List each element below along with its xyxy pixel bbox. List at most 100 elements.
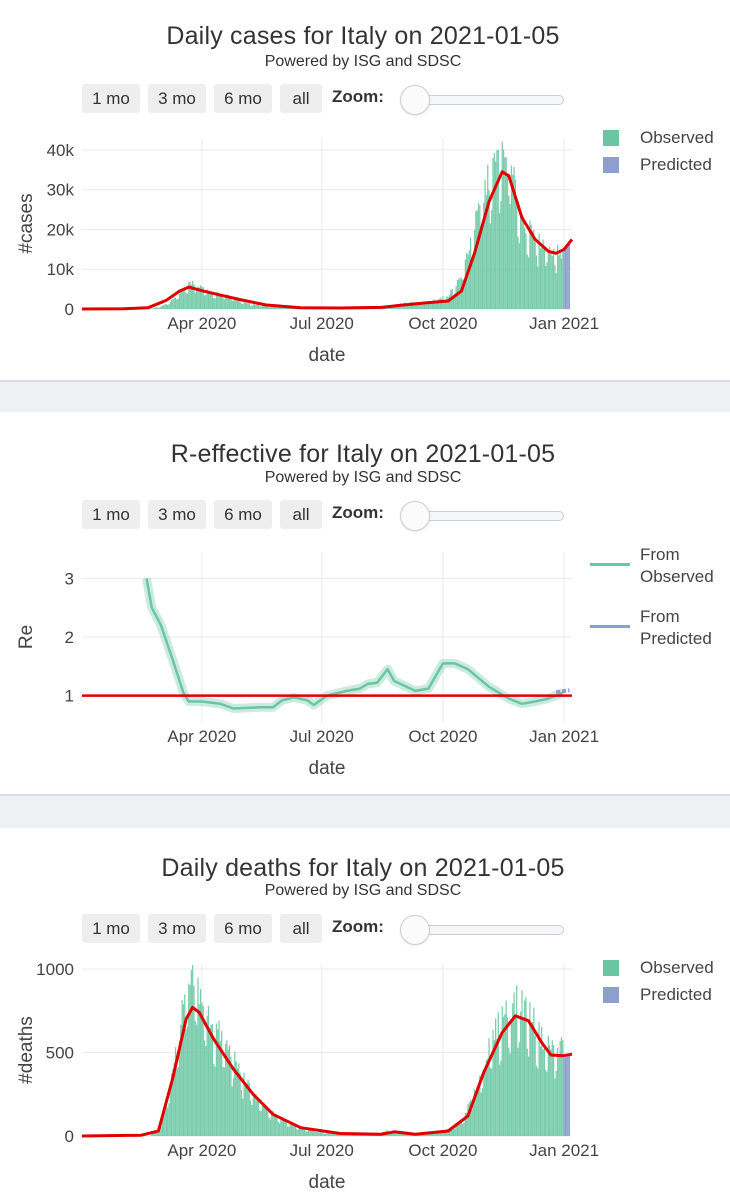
re-chart: Apr 2020 Jul 2020 Oct 2020 Jan 2021 1 2 3 date R… bbox=[16, 552, 599, 779]
observed-bar bbox=[455, 1124, 457, 1136]
observed-bar bbox=[181, 1000, 183, 1136]
observed-bar bbox=[533, 1007, 535, 1136]
observed-bar bbox=[442, 1131, 444, 1136]
cases-range-controls: 1 mo 3 mo 6 mo all Zoom: bbox=[82, 84, 582, 115]
observed-bar bbox=[562, 1040, 564, 1136]
observed-bar bbox=[550, 252, 552, 309]
observed-bar bbox=[281, 1116, 283, 1136]
observed-bar bbox=[250, 305, 252, 309]
predicted-line bbox=[555, 688, 570, 695]
observed-bar bbox=[514, 179, 517, 309]
legend-item-from-observed[interactable]: From Observed bbox=[590, 544, 725, 592]
observed-bar bbox=[209, 291, 211, 309]
observed-bar bbox=[227, 1049, 229, 1136]
zoom-slider-handle[interactable] bbox=[400, 915, 430, 945]
observed-bar bbox=[224, 294, 227, 309]
observed-bar bbox=[152, 308, 154, 309]
observed-bar bbox=[210, 1024, 212, 1136]
observed-bar bbox=[493, 152, 495, 309]
observed-bar bbox=[301, 1127, 303, 1136]
observed-bar bbox=[463, 279, 465, 309]
observed-bar bbox=[334, 1133, 336, 1136]
fit-line bbox=[81, 1005, 573, 1138]
observed-bar bbox=[332, 1134, 335, 1136]
observed-bar bbox=[468, 250, 470, 309]
x-tick-label: Jul 2020 bbox=[290, 727, 354, 746]
observed-bar bbox=[176, 1068, 178, 1136]
observed-bar bbox=[184, 288, 186, 309]
observed-bar bbox=[271, 306, 273, 309]
observed-bar bbox=[246, 1087, 248, 1136]
range-all-button[interactable]: all bbox=[280, 84, 322, 113]
observed-bar bbox=[231, 1086, 233, 1136]
observed-bar bbox=[521, 990, 523, 1136]
range-6mo-button[interactable]: 6 mo bbox=[214, 500, 272, 529]
observed-bar bbox=[426, 1133, 428, 1136]
observed-bar bbox=[520, 1011, 522, 1136]
legend-label-from-predicted: From Predicted bbox=[640, 606, 725, 650]
observed-bar bbox=[209, 1027, 211, 1136]
range-3mo-button[interactable]: 3 mo bbox=[148, 500, 206, 529]
observed-bar bbox=[151, 1133, 153, 1136]
observed-bar bbox=[500, 1060, 502, 1136]
y-axis-title: #deaths bbox=[16, 1016, 37, 1084]
range-all-button[interactable]: all bbox=[280, 500, 322, 529]
range-1mo-button[interactable]: 1 mo bbox=[82, 84, 140, 113]
observed-bar bbox=[163, 1113, 165, 1136]
observed-bar bbox=[173, 297, 175, 309]
range-3mo-button[interactable]: 3 mo bbox=[148, 84, 206, 113]
zoom-slider-handle[interactable] bbox=[400, 85, 430, 115]
observed-bar bbox=[160, 1127, 162, 1136]
observed-bar bbox=[450, 1127, 452, 1136]
observed-bar bbox=[502, 1016, 505, 1136]
observed-bar bbox=[495, 161, 497, 309]
observed-bars bbox=[149, 141, 564, 309]
observed-bar bbox=[164, 304, 166, 309]
observed-bar bbox=[236, 299, 239, 309]
observed-bar bbox=[224, 1043, 227, 1136]
observed-bar bbox=[236, 1068, 239, 1136]
observed-bar bbox=[462, 1123, 464, 1136]
observed-bar bbox=[459, 1122, 461, 1136]
observed-bar bbox=[181, 289, 183, 309]
observed-bar bbox=[272, 306, 274, 309]
observed-bar bbox=[293, 1126, 295, 1136]
observed-bar bbox=[243, 302, 245, 309]
observed-bar bbox=[160, 306, 162, 309]
observed-bar bbox=[505, 157, 507, 309]
observed-bar bbox=[238, 299, 240, 309]
range-6mo-button[interactable]: 6 mo bbox=[214, 84, 272, 113]
legend-item-observed[interactable]: Observed bbox=[603, 958, 723, 982]
observed-bar bbox=[397, 305, 399, 309]
observed-bar bbox=[174, 1047, 177, 1136]
observed-bar bbox=[327, 1132, 329, 1136]
legend-item-observed[interactable]: Observed bbox=[603, 128, 723, 152]
observed-bar bbox=[460, 278, 463, 309]
observed-bar bbox=[429, 301, 431, 309]
observed-bar bbox=[456, 1123, 459, 1136]
observed-bar bbox=[248, 1082, 250, 1136]
range-1mo-button[interactable]: 1 mo bbox=[82, 500, 140, 529]
y-tick-label: 3 bbox=[65, 569, 74, 588]
observed-bar bbox=[418, 302, 420, 309]
range-1mo-button[interactable]: 1 mo bbox=[82, 914, 140, 943]
legend-item-predicted[interactable]: Predicted bbox=[603, 985, 723, 1009]
observed-bar bbox=[203, 1040, 206, 1136]
range-6mo-button[interactable]: 6 mo bbox=[214, 914, 272, 943]
observed-bar bbox=[172, 299, 174, 309]
observed-bar bbox=[193, 985, 195, 1136]
y-axis-title: Re bbox=[16, 625, 37, 649]
observed-bar bbox=[177, 298, 179, 309]
observed-bar bbox=[223, 299, 225, 309]
range-3mo-button[interactable]: 3 mo bbox=[148, 914, 206, 943]
legend-item-predicted[interactable]: Predicted bbox=[603, 155, 723, 179]
observed-bar bbox=[277, 1121, 279, 1136]
observed-bar bbox=[427, 301, 430, 309]
observed-bar bbox=[431, 300, 434, 309]
x-tick-label: Oct 2020 bbox=[408, 314, 477, 333]
range-all-button[interactable]: all bbox=[280, 914, 322, 943]
observed-bar bbox=[454, 293, 456, 309]
legend-item-from-predicted[interactable]: From Predicted bbox=[590, 606, 725, 654]
observed-bar bbox=[170, 299, 173, 309]
zoom-slider-handle[interactable] bbox=[400, 501, 430, 531]
